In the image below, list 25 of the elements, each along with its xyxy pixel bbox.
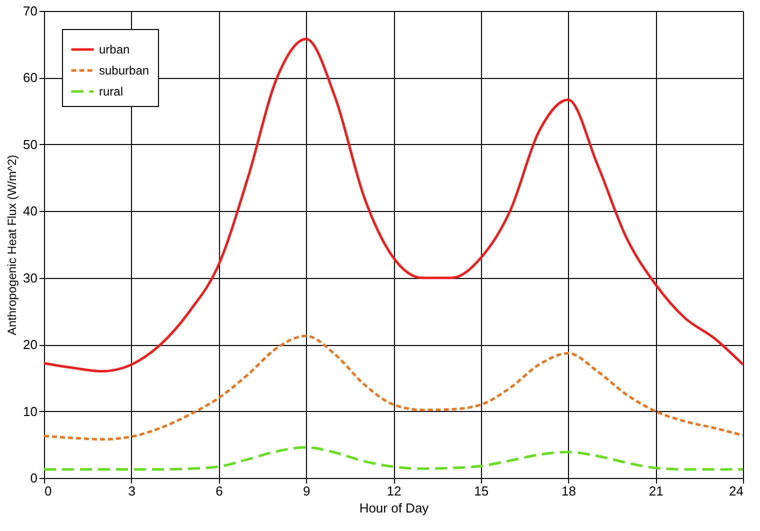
x-tick-label: 3 [128, 484, 136, 498]
x-tick-label: 18 [562, 484, 576, 498]
x-tick-label: 6 [216, 484, 223, 498]
line-series [42, 446, 744, 471]
y-tick-label: 10 [23, 404, 38, 419]
x-tick-label: 21 [648, 484, 664, 498]
y-tick-label: 50 [23, 136, 38, 152]
y-tick-label: 20 [23, 337, 38, 352]
y-tick-label: 30 [23, 270, 38, 286]
line-series [42, 38, 744, 373]
y-tick-label: 40 [23, 204, 38, 219]
x-tick-label: 24 [729, 484, 744, 498]
line-series [42, 334, 744, 441]
legend-label: suburban [99, 64, 150, 78]
x-axis-title: Hour of Day [359, 500, 430, 516]
y-tick-label: 60 [23, 70, 38, 86]
y-tick-label: 0 [30, 470, 38, 486]
legend-label: urban [99, 42, 130, 56]
legend-label: rural [99, 84, 124, 98]
x-tick-label: 12 [386, 484, 402, 498]
y-axis-title: Anthropogenic Heat Flux (W/m^2) [5, 154, 20, 336]
y-tick-label: 70 [23, 4, 38, 18]
x-tick-label: 15 [474, 484, 489, 498]
x-tick-label: 9 [303, 484, 310, 498]
x-tick-label: 0 [44, 484, 52, 498]
